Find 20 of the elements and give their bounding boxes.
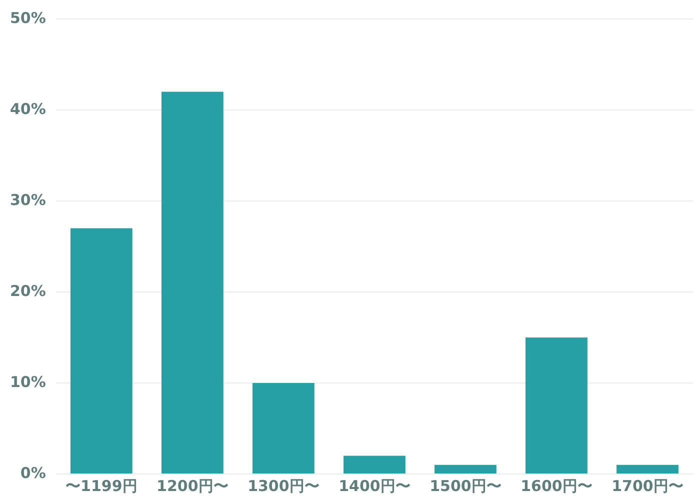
bar [434,464,496,474]
bar [161,92,224,474]
bar [526,338,588,474]
y-tick-label: 20% [10,282,46,300]
x-tick-label: 1500円〜 [430,476,502,495]
y-tick-label: 50% [10,8,46,27]
y-tick-label: 0% [20,464,46,482]
x-tick-label: 1600円〜 [520,476,592,495]
bar [344,456,406,474]
x-tick-label: 1700円〜 [612,476,684,495]
x-tick-label: 1200円〜 [156,476,228,495]
bar [616,464,678,474]
y-tick-label: 30% [10,190,46,209]
bar [252,383,314,474]
x-tick-label: 1400円〜 [338,476,410,495]
x-tick-label: 〜1199円 [66,476,138,495]
bar [70,228,132,474]
y-tick-label: 40% [10,100,46,118]
y-tick-label: 10% [10,372,46,391]
x-tick-label: 1300円〜 [248,476,320,495]
